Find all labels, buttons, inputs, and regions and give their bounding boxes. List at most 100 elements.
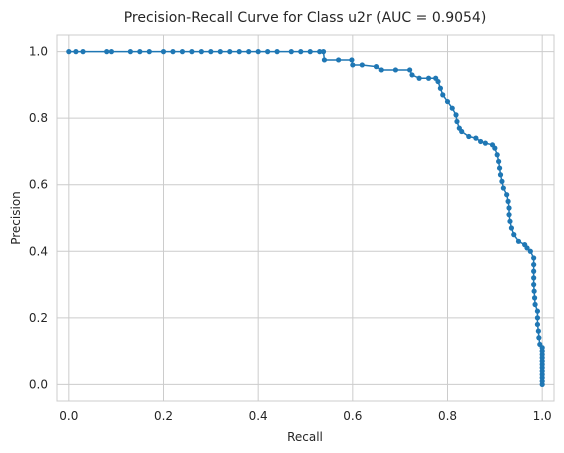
x-tick-label: 1.0	[533, 409, 552, 423]
data-point	[531, 288, 537, 294]
data-point	[425, 75, 432, 81]
data-point	[320, 49, 327, 55]
data-point	[317, 49, 323, 55]
grid-lines	[57, 35, 554, 401]
data-point	[437, 85, 443, 91]
data-point	[378, 67, 384, 73]
data-point	[531, 268, 537, 274]
data-point	[453, 112, 459, 118]
chart-title: Precision-Recall Curve for Class u2r (AU…	[124, 10, 487, 26]
tick-labels: 0.0 0.2 0.4 0.6 0.8 1.0 0.0 0.2 0.4 0.6 0.8 1.0	[29, 45, 552, 423]
data-point	[189, 49, 195, 55]
data-point	[227, 49, 233, 55]
data-point	[236, 49, 242, 55]
data-point	[531, 295, 538, 301]
data-point	[527, 248, 533, 254]
data-point	[104, 49, 110, 55]
x-tick-label: 0.6	[343, 409, 362, 423]
y-tick-label: 0.6	[29, 178, 48, 192]
data-point	[80, 49, 86, 55]
data-point	[454, 118, 460, 125]
data-point	[508, 225, 514, 231]
data-point	[198, 49, 204, 55]
data-point	[433, 75, 439, 81]
y-axis-label: Precision	[9, 191, 23, 245]
y-tick-label: 1.0	[29, 45, 48, 59]
x-tick-label: 0.0	[59, 409, 78, 423]
data-point	[321, 57, 328, 63]
data-point	[504, 192, 510, 198]
data-point	[537, 341, 543, 348]
y-tick-label: 0.2	[29, 311, 48, 325]
data-point	[531, 255, 537, 261]
data-point	[532, 301, 538, 308]
data-point	[494, 152, 500, 158]
data-point	[534, 308, 541, 314]
data-point	[511, 232, 517, 238]
data-point-markers	[66, 49, 545, 387]
data-point	[137, 49, 143, 55]
data-point	[522, 242, 528, 248]
y-tick-label: 0.4	[29, 244, 48, 258]
data-point	[531, 275, 537, 281]
data-point	[515, 238, 522, 244]
data-point	[505, 198, 511, 204]
data-point	[466, 133, 472, 140]
data-point	[496, 165, 503, 171]
data-point	[499, 178, 505, 184]
data-point	[73, 49, 79, 55]
x-tick-label: 0.2	[154, 409, 173, 423]
data-point	[489, 142, 496, 148]
x-axis-label: Recall	[287, 430, 323, 444]
data-point	[531, 281, 537, 288]
data-point	[506, 212, 512, 218]
data-point	[170, 49, 176, 55]
data-point	[373, 64, 380, 70]
data-point	[350, 62, 356, 68]
data-point	[349, 57, 355, 63]
data-point	[531, 261, 537, 268]
y-tick-label: 0.0	[29, 377, 48, 391]
data-point	[298, 49, 304, 55]
data-point	[108, 49, 115, 55]
x-tick-label: 0.4	[249, 409, 268, 423]
data-point	[497, 172, 504, 178]
data-point	[288, 49, 294, 55]
data-point	[359, 62, 365, 68]
data-point	[336, 57, 342, 63]
data-point	[274, 49, 280, 55]
data-point	[179, 49, 186, 55]
data-point	[473, 135, 479, 141]
data-point	[534, 315, 541, 321]
y-tick-label: 0.8	[29, 111, 48, 125]
data-point	[500, 185, 506, 191]
data-point	[536, 335, 542, 341]
data-point	[456, 125, 462, 131]
data-point	[409, 72, 415, 78]
data-point	[444, 98, 451, 105]
x-tick-label: 0.8	[438, 409, 457, 423]
plot-area	[56, 34, 555, 402]
data-point	[208, 49, 214, 55]
data-point	[496, 158, 502, 165]
data-point	[407, 67, 413, 73]
data-point	[146, 49, 152, 55]
data-point	[255, 49, 261, 55]
data-point	[482, 140, 488, 146]
data-point	[449, 105, 455, 111]
data-point	[535, 328, 541, 334]
data-point	[246, 49, 252, 55]
data-point	[217, 49, 223, 55]
data-point	[507, 218, 513, 224]
data-point	[127, 49, 133, 55]
data-point	[307, 49, 313, 55]
data-point	[416, 75, 422, 81]
data-point	[534, 321, 541, 328]
data-point	[66, 49, 72, 55]
data-point	[160, 49, 167, 55]
data-point	[506, 205, 512, 211]
data-point	[392, 67, 399, 73]
data-point	[440, 92, 446, 98]
data-point	[478, 138, 484, 145]
